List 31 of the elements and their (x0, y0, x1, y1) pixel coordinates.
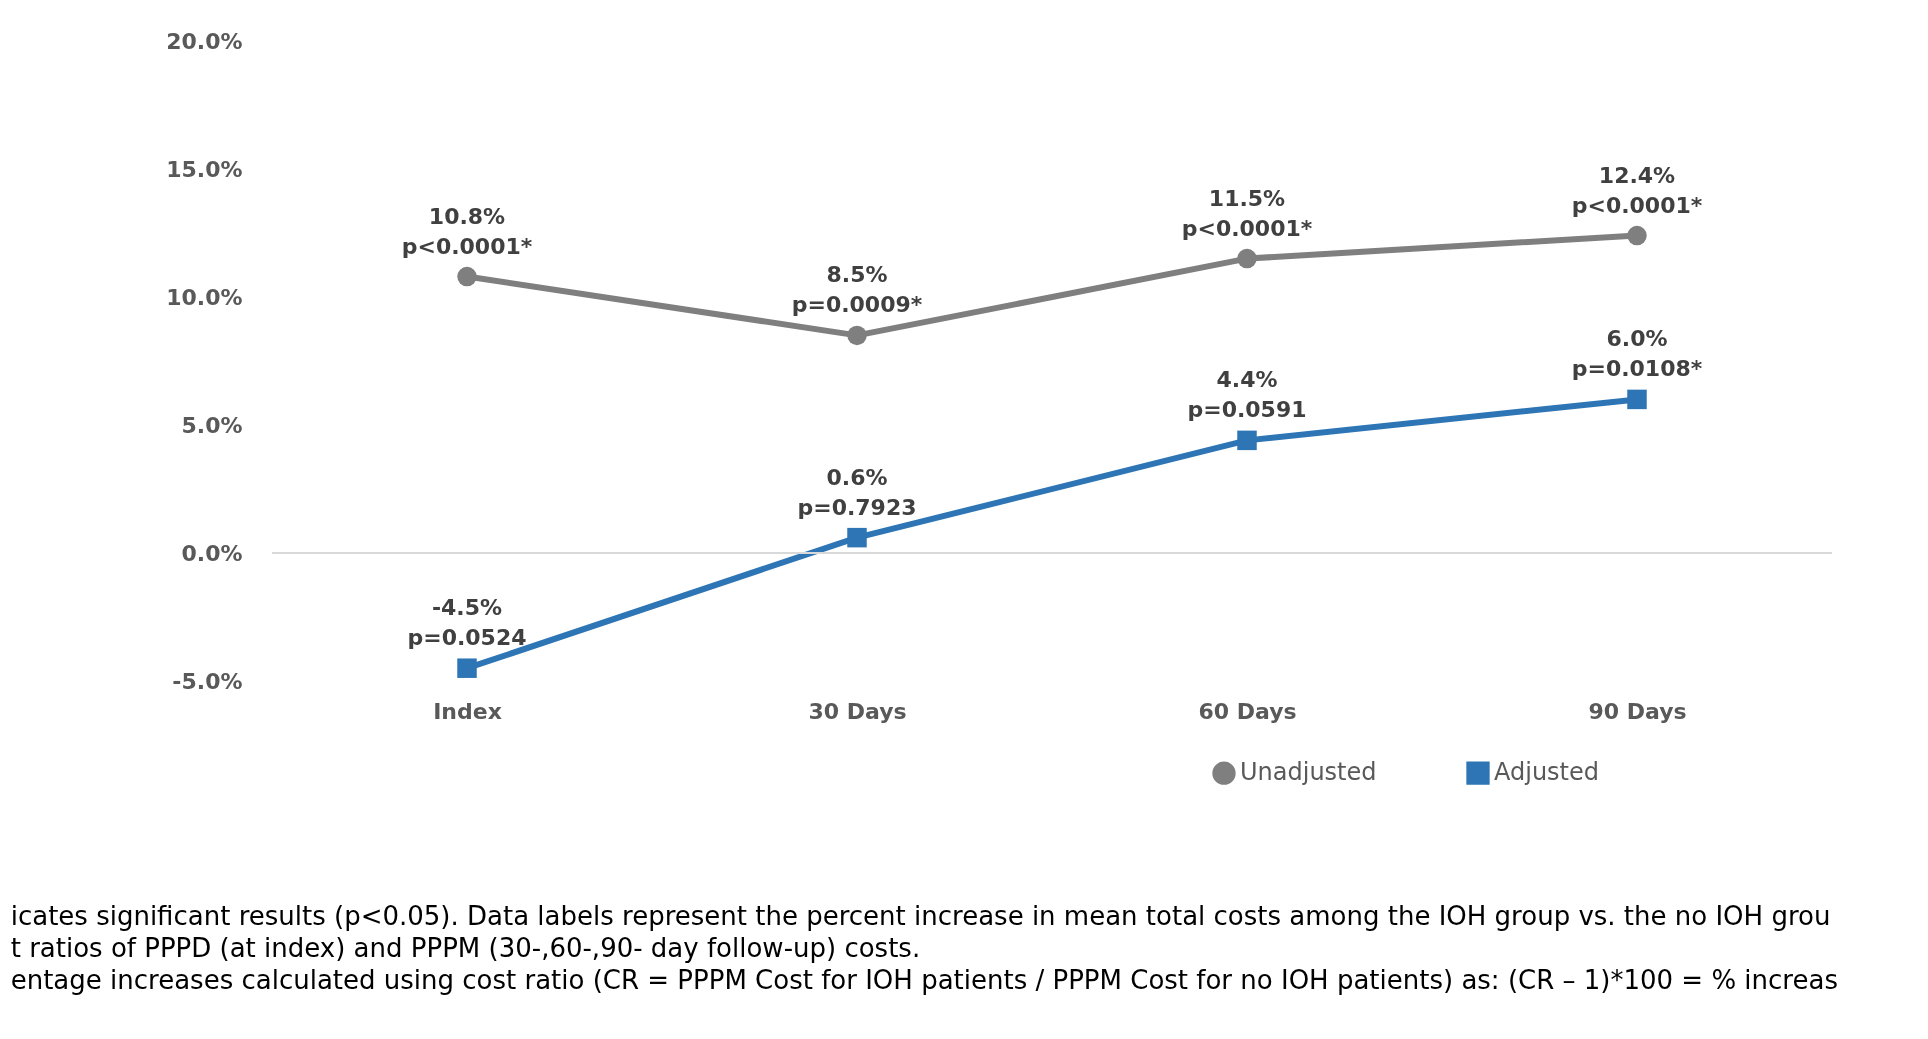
point (1237, 248, 1257, 269)
data-label: 4.4% p=0.0591 (1187, 367, 1307, 423)
data-label: -4.5% p=0.0524 (407, 595, 527, 651)
x-tick-label: 90 Days (1588, 698, 1687, 724)
y-tick-label: 20.0% (166, 28, 243, 54)
data-label: 6.0% p=0.0108* (1571, 326, 1703, 382)
point (847, 325, 867, 346)
point (1237, 430, 1257, 451)
data-label: 0.6% p=0.7923 (797, 464, 917, 520)
legend-label: Adjusted (1494, 758, 1600, 787)
point (457, 658, 477, 678)
point (1627, 389, 1647, 410)
text: icates significant results (p<0.05). Data labels represent the percent increase in mean total costs among the IOH group vs. the no IOH grou (10, 901, 1831, 931)
legend-label: Unadjusted (1240, 758, 1377, 787)
data-label: 11.5% p<0.0001* (1181, 185, 1313, 241)
y-tick-label: 0.0% (181, 540, 243, 566)
y-tick-label: 15.0% (166, 156, 243, 182)
point (1627, 225, 1647, 246)
y-tick-label: 5.0% (181, 412, 243, 438)
data-label: 12.4% p<0.0001* (1571, 162, 1703, 218)
text: entage increases calculated using cost ratio (CR = PPPM Cost for IOH patients / PPPM Cost for no IOH patients) as: (CR – 1)*100 = % increas (10, 965, 1838, 995)
y-tick-label: -5.0% (172, 668, 243, 694)
data-label: 10.8% p<0.0001* (401, 203, 533, 259)
data-label: 8.5% p=0.0009* (791, 262, 923, 318)
point (847, 527, 867, 548)
y-tick-label: 10.0% (166, 284, 243, 310)
x-tick-label: 30 Days (808, 698, 907, 724)
x-tick-label: Index (433, 698, 502, 724)
x-tick-label: 60 Days (1198, 698, 1297, 724)
point (457, 266, 477, 287)
text: t ratios of PPPD (at index) and PPPM (30-,60-,90- day follow-up) costs. (10, 933, 921, 963)
